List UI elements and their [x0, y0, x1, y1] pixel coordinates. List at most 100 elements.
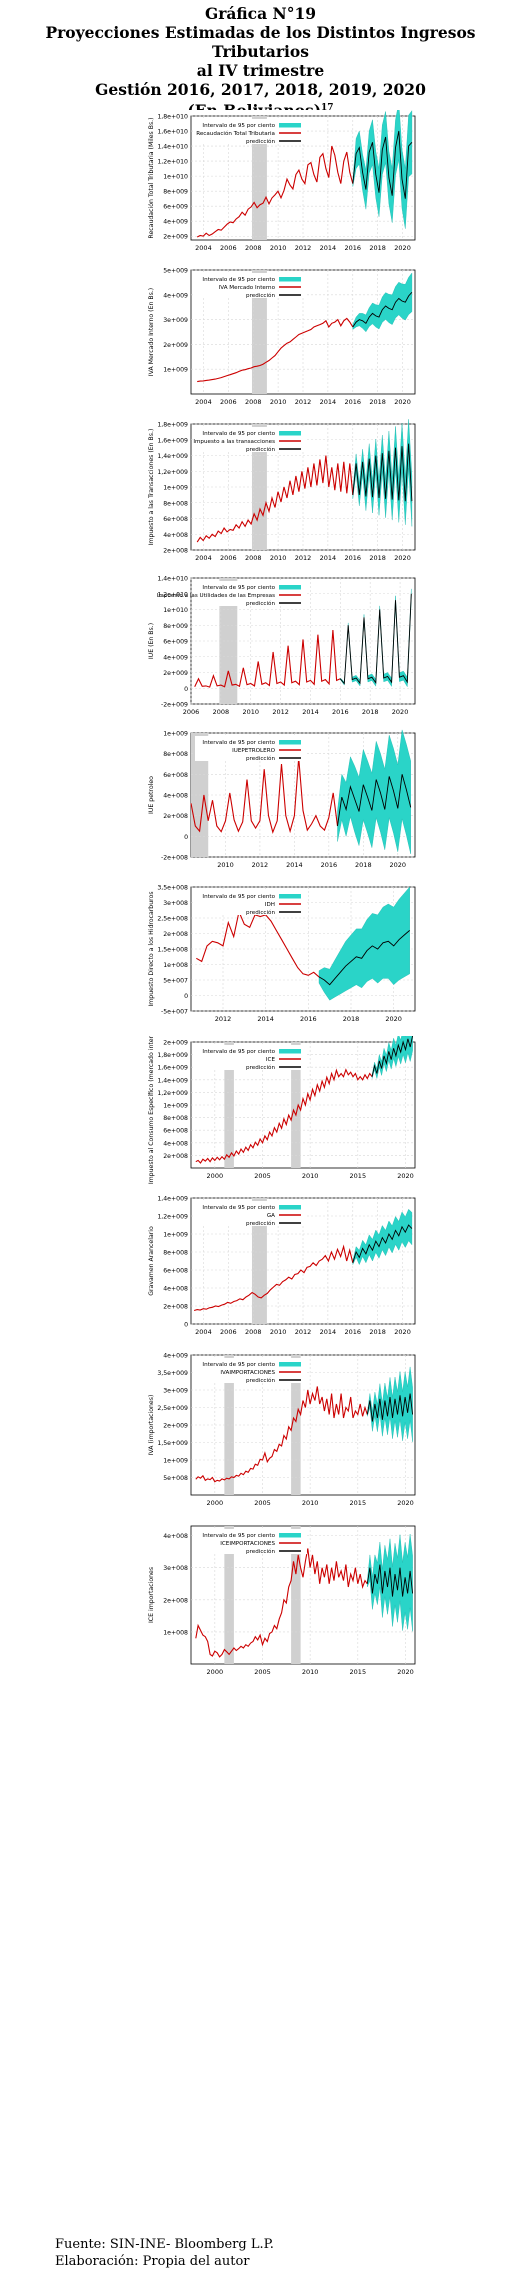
chart-svg: 2e+009 4e+009 6e+009 8e+009 1e+010 1,2e+010 1,… — [147, 110, 416, 252]
x-tick-label: 2008 — [245, 554, 262, 562]
y-axis-label: IUE (En Bs.) — [148, 623, 155, 659]
y-tick-label: 1e+010 — [163, 607, 188, 614]
y-tick-label: 1,2e+009 — [157, 469, 188, 476]
y-tick-label: 0 — [184, 686, 188, 693]
y-tick-label: 1e+008 — [163, 962, 188, 969]
x-tick-label: 2010 — [270, 554, 287, 562]
y-axis-label: IUE petroleo — [148, 776, 155, 814]
y-tick-label: 2e+009 — [163, 342, 188, 349]
author-note: Elaboración: Propia del autor — [55, 2254, 250, 2269]
actual-series-line — [195, 1548, 368, 1658]
x-tick-label: 2016 — [321, 861, 338, 869]
legend-label: Intervalo de 95 por ciento — [202, 123, 275, 129]
x-tick-label: 2020 — [394, 398, 411, 406]
x-tick-label: 2016 — [345, 244, 362, 252]
chart-svg: 2e+008 4e+008 6e+008 8e+008 1e+009 1,2e+009 1,… — [148, 419, 416, 562]
y-tick-label: 1e+008 — [163, 1629, 188, 1636]
y-tick-label: 6e+009 — [163, 639, 188, 646]
legend-label: Intervalo de 95 por ciento — [202, 1049, 275, 1055]
confidence-band — [318, 886, 410, 1001]
x-tick-label: 2004 — [195, 554, 212, 562]
y-axis-label: IVA (importaciones) — [148, 1395, 155, 1456]
y-tick-label: 1e+009 — [163, 1458, 188, 1465]
y-tick-label: 1,2e+009 — [157, 1090, 188, 1097]
y-tick-label: 2e+008 — [163, 813, 188, 820]
legend: Intervalo de 95 por ciento IVA Mercado In… — [195, 273, 307, 299]
forecast-series-line — [337, 774, 412, 827]
y-tick-label: 1,6e+010 — [157, 129, 188, 136]
chart-panel-iva-importaciones: 5e+008 1e+009 1,5e+009 2e+009 2,5e+009 3e+009… — [145, 1349, 421, 1513]
chart-panel-idh: -5e+007 0 5e+007 1e+008 1,5e+008 2e+008 2,5e+0… — [145, 881, 421, 1029]
forecast-series-line — [366, 1393, 414, 1422]
actual-series-line — [196, 909, 320, 978]
x-tick-label: 2020 — [385, 1015, 402, 1023]
y-axis-label: ICE importaciones — [148, 1567, 155, 1623]
y-tick-label: 4e+008 — [163, 1286, 188, 1293]
legend-label: ICEIMPORTACIONES — [220, 1541, 275, 1547]
chart-svg: 0 2e+008 4e+008 6e+008 8e+008 1e+009 1,2e+009 1… — [148, 1196, 416, 1336]
legend-label: Intervalo de 95 por ciento — [202, 740, 275, 746]
x-tick-label: 2005 — [254, 1499, 271, 1507]
x-tick-label: 2000 — [207, 1172, 224, 1180]
y-tick-label: 8e+008 — [163, 1115, 188, 1122]
x-tick-label: 2012 — [295, 1328, 312, 1336]
y-tick-label: 4e+009 — [163, 292, 188, 299]
y-tick-label: 4e+009 — [163, 1353, 188, 1360]
y-tick-label: 3e+009 — [163, 1388, 188, 1395]
x-tick-label: 2008 — [245, 244, 262, 252]
chart-svg: -2e+009 0 2e+009 4e+009 6e+009 8e+009 1e+010 1,… — [148, 576, 416, 716]
legend-label: Intervalo de 95 por ciento — [202, 1533, 275, 1539]
y-tick-label: -2e+008 — [161, 855, 188, 862]
x-tick-label: 2004 — [195, 398, 212, 406]
legend-label: IVAIMPORTACIONES — [220, 1370, 275, 1376]
recession-band — [224, 1355, 234, 1495]
x-tick-label: 2000 — [207, 1668, 224, 1676]
y-tick-label: 0 — [184, 834, 188, 841]
y-tick-label: 0 — [184, 993, 188, 1000]
y-tick-label: 8e+009 — [163, 623, 188, 630]
x-tick-label: 2010 — [242, 708, 259, 716]
y-axis-label: Impuesto Directo a los Hidrocarburos — [148, 891, 155, 1006]
chart-panel-iue: -2e+009 0 2e+009 4e+009 6e+009 8e+009 1e+010 1,… — [145, 572, 421, 722]
x-tick-label: 2005 — [254, 1668, 271, 1676]
actual-series-line — [190, 757, 339, 834]
chart-svg: 5e+008 1e+009 1,5e+009 2e+009 2,5e+009 3e+009… — [148, 1353, 416, 1507]
x-tick-label: 2004 — [195, 1328, 212, 1336]
source-note: Fuente: SIN-INE- Bloomberg L.P. — [55, 2237, 274, 2252]
legend-swatch-band — [279, 431, 301, 436]
y-axis-label: IVA Mercado Interno (En Bs.) — [148, 288, 155, 376]
x-tick-label: 2010 — [302, 1668, 319, 1676]
y-tick-label: 8e+008 — [163, 751, 188, 758]
x-tick-label: 2000 — [207, 1499, 224, 1507]
actual-series-line — [197, 317, 354, 383]
y-tick-label: 1,4e+009 — [157, 453, 188, 460]
y-tick-label: 3e+008 — [163, 900, 188, 907]
x-tick-label: 2018 — [369, 554, 386, 562]
figure-title-years: Gestión 2016, 2017, 2018, 2019, 2020 — [95, 80, 426, 99]
actual-series-line — [193, 1244, 354, 1312]
legend-label: IUEPETROLERO — [232, 748, 275, 754]
legend-label: IDH — [265, 902, 275, 908]
x-tick-label: 2020 — [397, 1499, 414, 1507]
y-tick-label: 1,2e+010 — [157, 591, 188, 598]
forecast-series-line — [352, 130, 413, 199]
x-tick-label: 2006 — [220, 244, 237, 252]
recession-band — [251, 1198, 267, 1324]
y-tick-label: 1,8e+009 — [157, 422, 188, 429]
actual-series-line — [195, 1068, 373, 1164]
x-tick-label: 2006 — [220, 398, 237, 406]
forecast-series-line — [352, 1224, 413, 1263]
legend-label: GA — [267, 1213, 275, 1219]
confidence-band — [367, 1366, 413, 1442]
legend-swatch-band — [279, 277, 301, 282]
y-tick-label: 5e+008 — [163, 1475, 188, 1482]
x-tick-label: 2016 — [345, 554, 362, 562]
legend-label: Intervalo de 95 por ciento — [202, 1205, 275, 1211]
legend-swatch-band — [279, 1205, 301, 1210]
legend-label: Intervalo de 95 por ciento — [202, 585, 275, 591]
x-tick-label: 2010 — [270, 1328, 287, 1336]
recession-band — [291, 1526, 301, 1664]
x-tick-label: 2015 — [350, 1668, 367, 1676]
